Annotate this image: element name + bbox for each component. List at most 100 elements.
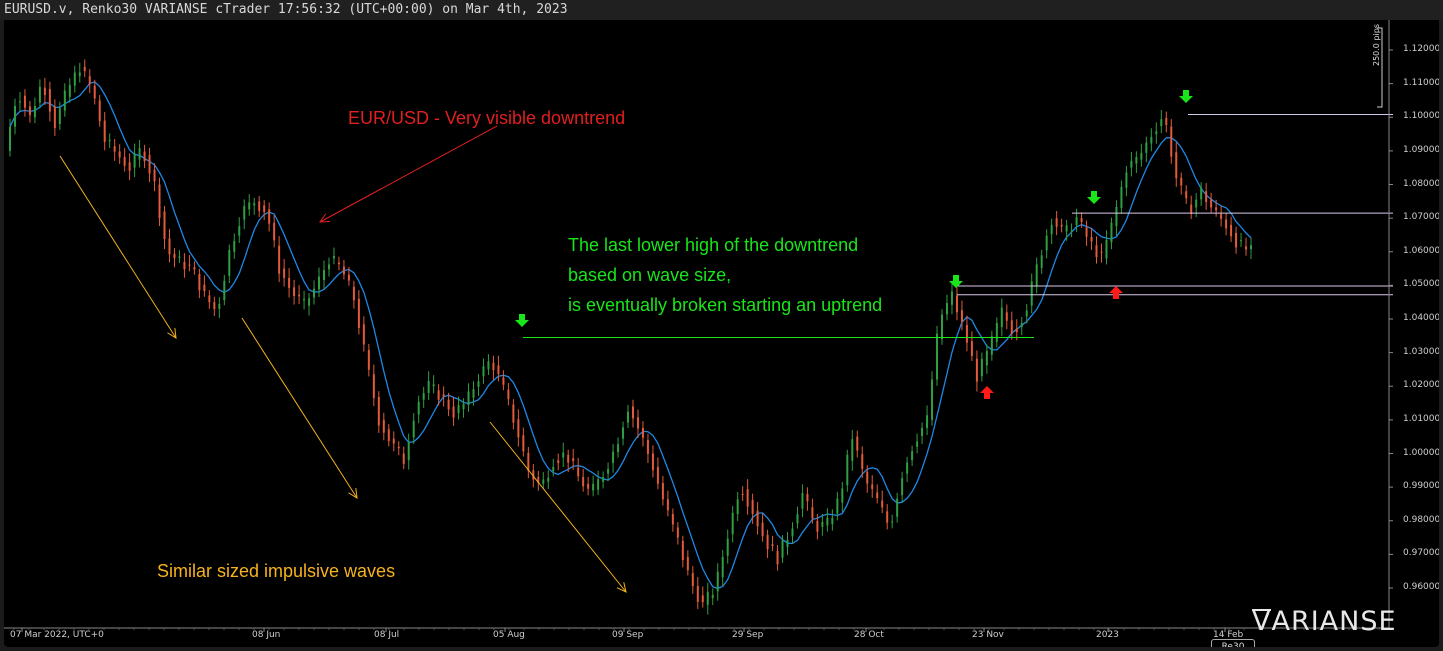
candle-body bbox=[482, 366, 485, 377]
candle-body bbox=[985, 350, 988, 366]
candle-body bbox=[587, 483, 590, 489]
candle-body bbox=[422, 393, 425, 400]
candle-body bbox=[1005, 312, 1008, 321]
candle-body bbox=[736, 499, 739, 515]
candle-body bbox=[407, 442, 410, 461]
candle-body bbox=[233, 240, 236, 252]
candle-body bbox=[1065, 225, 1068, 232]
candle-body bbox=[158, 184, 161, 219]
timeframe-badge[interactable]: Re30 bbox=[1211, 639, 1255, 647]
candle-body bbox=[203, 284, 206, 292]
candle-body bbox=[731, 512, 734, 535]
candle-body bbox=[83, 66, 86, 72]
candle-body bbox=[337, 262, 340, 265]
candle-body bbox=[911, 451, 914, 461]
candle-body bbox=[123, 156, 126, 166]
candle-body bbox=[273, 222, 276, 241]
candle-body bbox=[372, 374, 375, 399]
candle-body bbox=[1175, 152, 1178, 179]
candle-body bbox=[412, 420, 415, 438]
candle-body bbox=[1160, 119, 1163, 126]
candle-body bbox=[178, 256, 181, 258]
candle-body bbox=[1070, 230, 1073, 232]
lower-high-annotation: The last lower high of the downtrend bas… bbox=[568, 230, 882, 320]
signal-up-arrow bbox=[1109, 286, 1123, 299]
window-title: EURUSD.v, Renko30 VARIANSE cTrader 17:56… bbox=[0, 0, 1443, 20]
candle-body bbox=[1240, 240, 1243, 242]
candle-body bbox=[168, 238, 171, 255]
price-chart[interactable] bbox=[4, 20, 1439, 647]
candle-body bbox=[268, 209, 271, 224]
y-tick-label: 0.99000 bbox=[1403, 481, 1439, 492]
candle-body bbox=[916, 441, 919, 447]
chart-area[interactable]: EUR/USD - Very visible downtrend The las… bbox=[4, 20, 1439, 647]
x-tick-label: 29 Sep bbox=[732, 630, 764, 640]
candle-body bbox=[243, 206, 246, 220]
candle-body bbox=[387, 429, 390, 441]
candle-body bbox=[153, 169, 156, 182]
candle-body bbox=[293, 287, 296, 296]
x-tick-label: 09 Sep bbox=[612, 630, 644, 640]
candle-body bbox=[1145, 142, 1148, 153]
candle-body bbox=[148, 154, 151, 174]
signal-down-arrow bbox=[1179, 90, 1193, 103]
x-tick-label: 08 Jun bbox=[252, 630, 281, 640]
candle-body bbox=[402, 453, 405, 464]
candle-body bbox=[342, 266, 345, 275]
candle-body bbox=[1230, 224, 1233, 237]
candle-body bbox=[327, 264, 330, 270]
candle-body bbox=[776, 551, 779, 565]
candle-body bbox=[437, 390, 440, 400]
candle-body bbox=[926, 415, 929, 428]
candle-body bbox=[681, 540, 684, 560]
candle-body bbox=[716, 571, 719, 592]
candle-body bbox=[1185, 191, 1188, 199]
candle-body bbox=[627, 411, 630, 423]
varianse-logo: VARIANSE bbox=[1252, 606, 1397, 637]
candle-body bbox=[288, 277, 291, 288]
candle-body bbox=[552, 466, 555, 471]
candle-body bbox=[866, 471, 869, 484]
candle-body bbox=[18, 101, 21, 103]
candle-body bbox=[607, 468, 610, 474]
candle-body bbox=[1095, 245, 1098, 258]
candle-body bbox=[442, 394, 445, 397]
y-tick-label: 1.06000 bbox=[1403, 245, 1439, 256]
candle-body bbox=[1135, 157, 1138, 164]
candle-body bbox=[457, 405, 460, 414]
candle-body bbox=[313, 288, 316, 298]
candle-body bbox=[597, 479, 600, 490]
candle-body bbox=[706, 591, 709, 605]
candle-body bbox=[921, 427, 924, 437]
candle-body bbox=[1165, 117, 1168, 126]
candle-body bbox=[133, 153, 136, 168]
candle-body bbox=[452, 406, 455, 418]
wave-arrow-2 bbox=[241, 317, 358, 499]
impulsive-waves-annotation: Similar sized impulsive waves bbox=[157, 561, 396, 581]
candle-body bbox=[557, 460, 560, 464]
candle-body bbox=[906, 462, 909, 474]
lower-high-annotation-line1: The last lower high of the downtrend bbox=[568, 235, 859, 255]
candle-body bbox=[467, 391, 470, 406]
candle-body bbox=[1245, 246, 1248, 250]
candle-body bbox=[806, 493, 809, 502]
candle-body bbox=[258, 201, 261, 211]
candle-body bbox=[876, 492, 879, 499]
candle-body bbox=[163, 211, 166, 240]
y-tick-label: 1.08000 bbox=[1403, 178, 1439, 189]
candle-body bbox=[118, 151, 121, 158]
candle-body bbox=[1180, 177, 1183, 186]
candle-body bbox=[955, 295, 958, 313]
candle-body bbox=[646, 440, 649, 454]
candle-body bbox=[522, 435, 525, 452]
candle-body bbox=[686, 557, 689, 571]
candle-body bbox=[816, 520, 819, 532]
candle-body bbox=[248, 202, 251, 210]
candle-body bbox=[1200, 187, 1203, 200]
candle-body bbox=[691, 573, 694, 587]
candle-body bbox=[138, 148, 141, 160]
candle-body bbox=[188, 264, 191, 266]
x-tick-label: 08 Jul bbox=[374, 630, 400, 640]
x-tick-label: 05 Aug bbox=[493, 630, 525, 640]
candle-body bbox=[945, 303, 948, 315]
